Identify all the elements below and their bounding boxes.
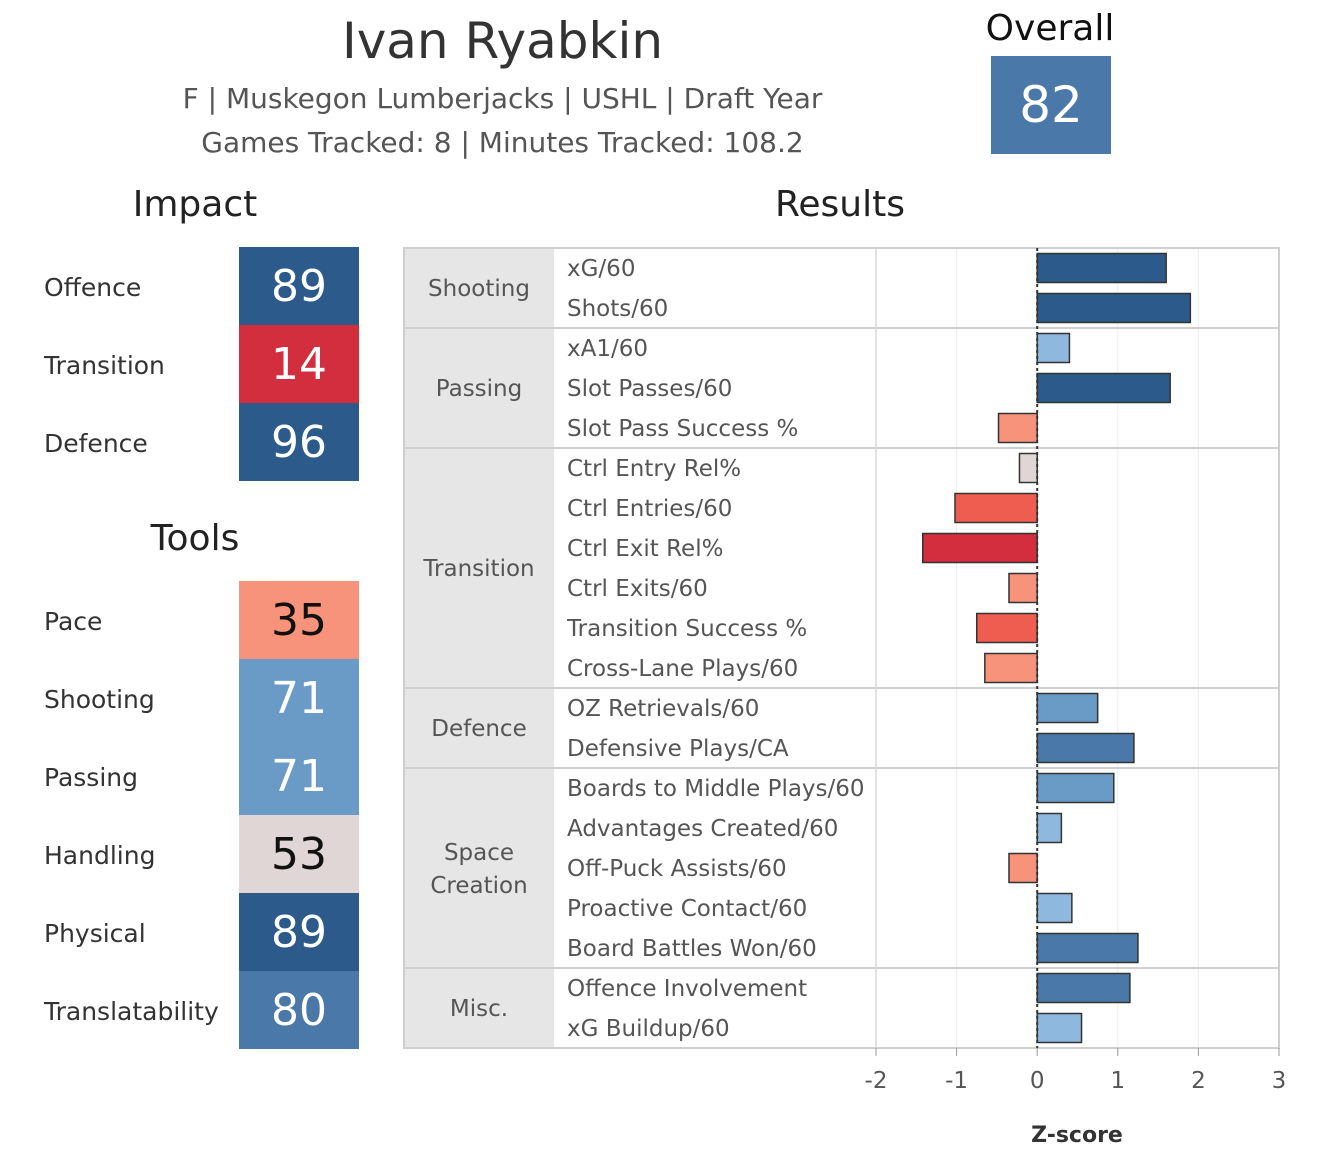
tools-label-translatability: Translatability	[44, 997, 219, 1026]
group-label: Passing	[436, 376, 522, 402]
bar	[997, 412, 1038, 444]
bar	[1036, 772, 1115, 804]
impact-score-transition: 14	[239, 325, 359, 403]
group-label: Misc.	[450, 996, 508, 1022]
x-tick-label: -2	[865, 1068, 888, 1094]
tools-label-physical: Physical	[44, 919, 146, 948]
bar	[976, 612, 1038, 644]
group-label: Space Creation	[430, 840, 527, 899]
bar	[984, 652, 1038, 684]
group-label: Defence	[431, 716, 526, 742]
x-axis-label: Z-score	[1031, 1123, 1123, 1148]
tools-label-handling: Handling	[44, 841, 156, 870]
metric-label: Defensive Plays/CA	[567, 736, 789, 762]
player-info-line: F | Muskegon Lumberjacks | USHL | Draft …	[182, 82, 823, 115]
group-header-cell	[404, 448, 554, 688]
metric-label: xG Buildup/60	[567, 1016, 730, 1042]
bar	[1036, 252, 1167, 284]
bar	[1036, 692, 1099, 724]
bar	[1036, 292, 1192, 324]
tools-label-passing: Passing	[44, 763, 138, 792]
metric-label: Slot Passes/60	[567, 376, 732, 402]
bar	[1018, 452, 1038, 484]
group-header-cell	[404, 688, 554, 768]
bar	[1008, 852, 1038, 884]
x-tick-label: 1	[1110, 1068, 1125, 1094]
group-label-line: Shooting	[428, 276, 530, 302]
tools-score-handling: 53	[239, 815, 359, 893]
group-label: Transition	[422, 556, 534, 582]
bar	[1036, 932, 1139, 964]
x-tick-label: 3	[1272, 1068, 1287, 1094]
metric-label: Offence Involvement	[567, 976, 807, 1002]
metric-label: Board Battles Won/60	[567, 936, 817, 962]
impact-label-offence: Offence	[44, 273, 142, 302]
tools-score-passing: 71	[239, 737, 359, 815]
tools-label-shooting: Shooting	[44, 685, 155, 714]
impact-label-transition: Transition	[44, 351, 165, 380]
bar	[954, 492, 1038, 524]
tools-score-translatability: 80	[239, 971, 359, 1049]
tools-score-shooting: 71	[239, 659, 359, 737]
overall-score-box: 82	[991, 56, 1111, 154]
group-label-line: Passing	[436, 376, 522, 402]
metric-label: Advantages Created/60	[567, 816, 838, 842]
tools-score-physical: 89	[239, 893, 359, 971]
impact-score-offence: 89	[239, 247, 359, 325]
metric-label: Ctrl Entry Rel%	[567, 456, 741, 482]
metric-label: xA1/60	[567, 336, 648, 362]
bar	[1036, 372, 1171, 404]
metric-label: Proactive Contact/60	[567, 896, 807, 922]
impact-score-defence: 96	[239, 403, 359, 481]
tools-score-pace: 35	[239, 581, 359, 659]
metric-label: OZ Retrievals/60	[567, 696, 759, 722]
bar	[921, 532, 1038, 564]
metric-label: Transition Success %	[566, 616, 807, 642]
chart-frame	[403, 247, 1280, 1049]
metric-label: Ctrl Exit Rel%	[567, 536, 723, 562]
group-header-cell	[404, 768, 554, 968]
bar	[1036, 892, 1073, 924]
metric-label: Cross-Lane Plays/60	[567, 656, 798, 682]
group-label-line: Misc.	[450, 996, 508, 1022]
player-name: Ivan Ryabkin	[341, 12, 664, 70]
bar	[1008, 572, 1038, 604]
bar	[1036, 732, 1135, 764]
group-header-cell	[404, 248, 554, 328]
metric-label: Ctrl Entries/60	[567, 496, 732, 522]
x-tick-label: 2	[1191, 1068, 1206, 1094]
metric-label: Boards to Middle Plays/60	[567, 776, 865, 802]
group-label-line: Defence	[431, 716, 526, 742]
tracking-info-line: Games Tracked: 8 | Minutes Tracked: 108.…	[201, 126, 804, 159]
tools-title: Tools	[150, 518, 240, 559]
bar	[1036, 972, 1131, 1004]
group-label: Shooting	[428, 276, 530, 302]
bar	[1036, 812, 1063, 844]
bar	[1036, 1012, 1083, 1044]
results-title: Results	[775, 184, 905, 225]
bar	[1036, 332, 1071, 364]
impact-label-defence: Defence	[44, 429, 148, 458]
metric-label: Shots/60	[567, 296, 668, 322]
group-header-cell	[404, 968, 554, 1048]
metric-label: Off-Puck Assists/60	[567, 856, 787, 882]
impact-title: Impact	[132, 184, 258, 225]
overall-title: Overall	[985, 8, 1115, 49]
tools-label-pace: Pace	[44, 607, 103, 636]
metric-label: Ctrl Exits/60	[567, 576, 708, 602]
x-tick-label: 0	[1030, 1068, 1045, 1094]
metric-label: Slot Pass Success %	[567, 416, 798, 442]
group-label-line: Transition	[422, 556, 534, 582]
metric-label: xG/60	[567, 256, 635, 282]
group-header-cell	[404, 328, 554, 448]
x-tick-label: -1	[945, 1068, 968, 1094]
group-label-line: Creation	[430, 873, 527, 899]
group-label-line: Space	[444, 840, 514, 866]
